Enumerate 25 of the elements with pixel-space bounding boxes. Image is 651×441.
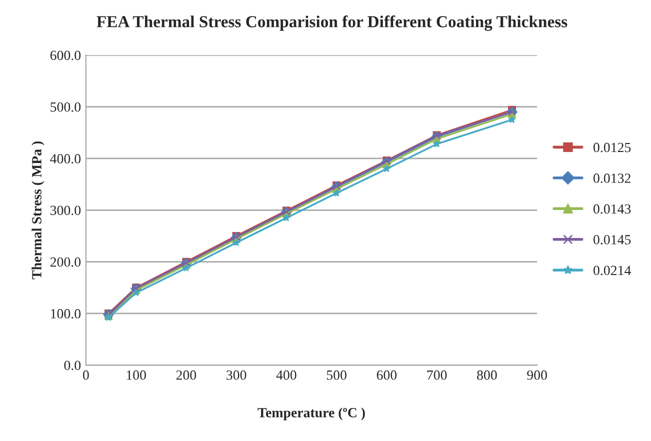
x-tick-label: 600 bbox=[376, 370, 397, 380]
x-axis-title: Temperature (ºC ) bbox=[258, 408, 365, 420]
x-tick-label: 500 bbox=[326, 370, 346, 380]
chart-title: FEA Thermal Stress Comparision for Different Coating Thickness bbox=[96, 15, 568, 31]
x-tick-label: 400 bbox=[276, 370, 296, 380]
legend-label: 0.0145 bbox=[594, 235, 631, 244]
y-tick-label: 0.0 bbox=[64, 360, 81, 370]
x-tick-label: 800 bbox=[477, 370, 497, 380]
legend-label: 0.0214 bbox=[594, 266, 631, 276]
y-tick-label: 400.0 bbox=[50, 154, 81, 164]
x-tick-label: 900 bbox=[527, 370, 547, 380]
x-tick-label: 200 bbox=[176, 370, 196, 380]
x-tick-label: 300 bbox=[226, 370, 246, 380]
y-tick-label: 600.0 bbox=[50, 50, 81, 60]
legend-label: 0.0125 bbox=[594, 142, 631, 152]
y-tick-label: 500.0 bbox=[50, 102, 81, 112]
legend-label: 0.0132 bbox=[594, 174, 630, 183]
y-tick-label: 300.0 bbox=[50, 206, 81, 216]
x-tick-label: 0 bbox=[82, 370, 89, 380]
x-tick-label: 100 bbox=[126, 370, 146, 380]
y-tick-label: 200.0 bbox=[50, 257, 81, 267]
y-tick-label: 100.0 bbox=[51, 309, 81, 318]
x-tick-label: 700 bbox=[427, 370, 447, 380]
y-axis-title: Thermal Stress ( MPa ) bbox=[32, 141, 44, 280]
legend-label: 0.0143 bbox=[594, 204, 631, 214]
